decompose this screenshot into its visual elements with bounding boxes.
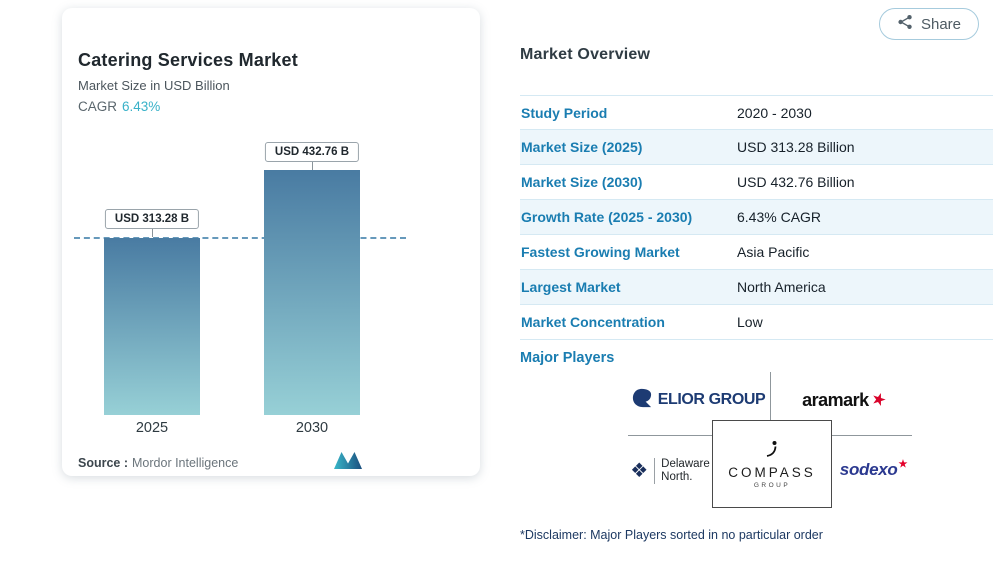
row-value: Asia Pacific [737,244,810,260]
bar-2030 [264,170,360,415]
leader-line-2025 [152,229,153,237]
market-overview-panel: Share Market Overview Study Period 2020 … [520,0,993,561]
mordor-intelligence-logo-icon [334,452,362,474]
share-label: Share [920,15,961,33]
logo-delaware-north: ❖ Delaware North. [628,448,712,494]
cagr-value: 6.43% [122,99,161,114]
row-value: USD 432.76 Billion [737,174,855,190]
table-row: Market Size (2030) USD 432.76 Billion [520,165,993,200]
bar-value-label-2025: USD 313.28 B [104,209,200,229]
cagr-label: CAGR [78,99,118,114]
row-value: Low [737,314,763,330]
table-row: Fastest Growing Market Asia Pacific [520,235,993,270]
sodexo-wordmark: sodexo★ [839,459,908,480]
compass-group-subtext: GROUP [753,481,791,489]
table-row: Market Size (2025) USD 313.28 Billion [520,130,993,165]
market-overview-table: Study Period 2020 - 2030 Market Size (20… [520,95,993,340]
logo-grid-vertical-divider [770,372,771,432]
leader-line-2030 [312,162,313,170]
major-players-label: Major Players [520,350,615,366]
chart-title: Catering Services Market [78,50,298,70]
row-value: USD 313.28 Billion [737,139,855,155]
cagr-line: CAGR 6.43% [78,99,160,114]
compass-wordmark: COMPASS [728,464,816,480]
x-axis-label-2030: 2030 [295,420,329,436]
delaware-line2: North. [661,471,693,483]
share-button[interactable]: Share [878,8,979,40]
share-icon [897,14,913,34]
bar-2025 [104,238,200,415]
x-axis-label-2025: 2025 [135,420,169,436]
table-row: Market Concentration Low [520,305,993,340]
row-value: 6.43% CAGR [737,209,822,225]
disclaimer-text: *Disclaimer: Major Players sorted in no … [520,528,823,542]
aramark-star-icon: ★ [868,388,889,411]
row-label: Growth Rate (2025 - 2030) [521,209,693,225]
bar-value-label-2030: USD 432.76 B [264,142,360,162]
major-players-logos: ELIOR GROUP aramark ★ ❖ Delaware North. [628,362,912,512]
compass-swoosh-icon [763,440,781,463]
chart-card: Catering Services Market Market Size in … [62,8,480,476]
logo-compass-group: COMPASS GROUP [712,420,832,508]
aramark-wordmark: aramark [802,389,869,410]
row-label: Market Size (2030) [521,174,643,190]
reference-dashed-line [74,237,406,239]
delaware-north-diamond-icon: ❖ [630,460,649,482]
logo-elior-group: ELIOR GROUP [628,378,768,422]
sodexo-text: sodexo [839,460,898,479]
table-row: Study Period 2020 - 2030 [520,95,993,130]
logo-sodexo: sodexo★ [834,450,912,490]
row-label: Largest Market [521,279,621,295]
row-label: Market Size (2025) [521,139,643,155]
sodexo-star-icon: ★ [898,459,908,470]
row-label: Fastest Growing Market [521,244,680,260]
logo-aramark: aramark ★ [778,384,910,416]
source-label: Source : [78,456,129,470]
row-value: 2020 - 2030 [737,104,812,121]
elior-bird-icon [631,388,653,413]
row-label: Study Period [521,104,608,121]
market-overview-heading: Market Overview [520,46,651,63]
source-value: Mordor Intelligence [132,456,239,470]
chart-subtitle: Market Size in USD Billion [78,78,230,93]
row-label: Market Concentration [521,314,665,330]
delaware-north-wordmark: Delaware North. [654,457,710,485]
row-value: North America [737,279,826,295]
table-row: Largest Market North America [520,270,993,305]
delaware-line1: Delaware [661,457,710,470]
source-text: Source : Mordor Intelligence [78,456,238,470]
elior-group-wordmark: ELIOR GROUP [657,391,766,408]
source-row: Source : Mordor Intelligence [78,452,362,474]
table-row: Growth Rate (2025 - 2030) 6.43% CAGR [520,200,993,235]
